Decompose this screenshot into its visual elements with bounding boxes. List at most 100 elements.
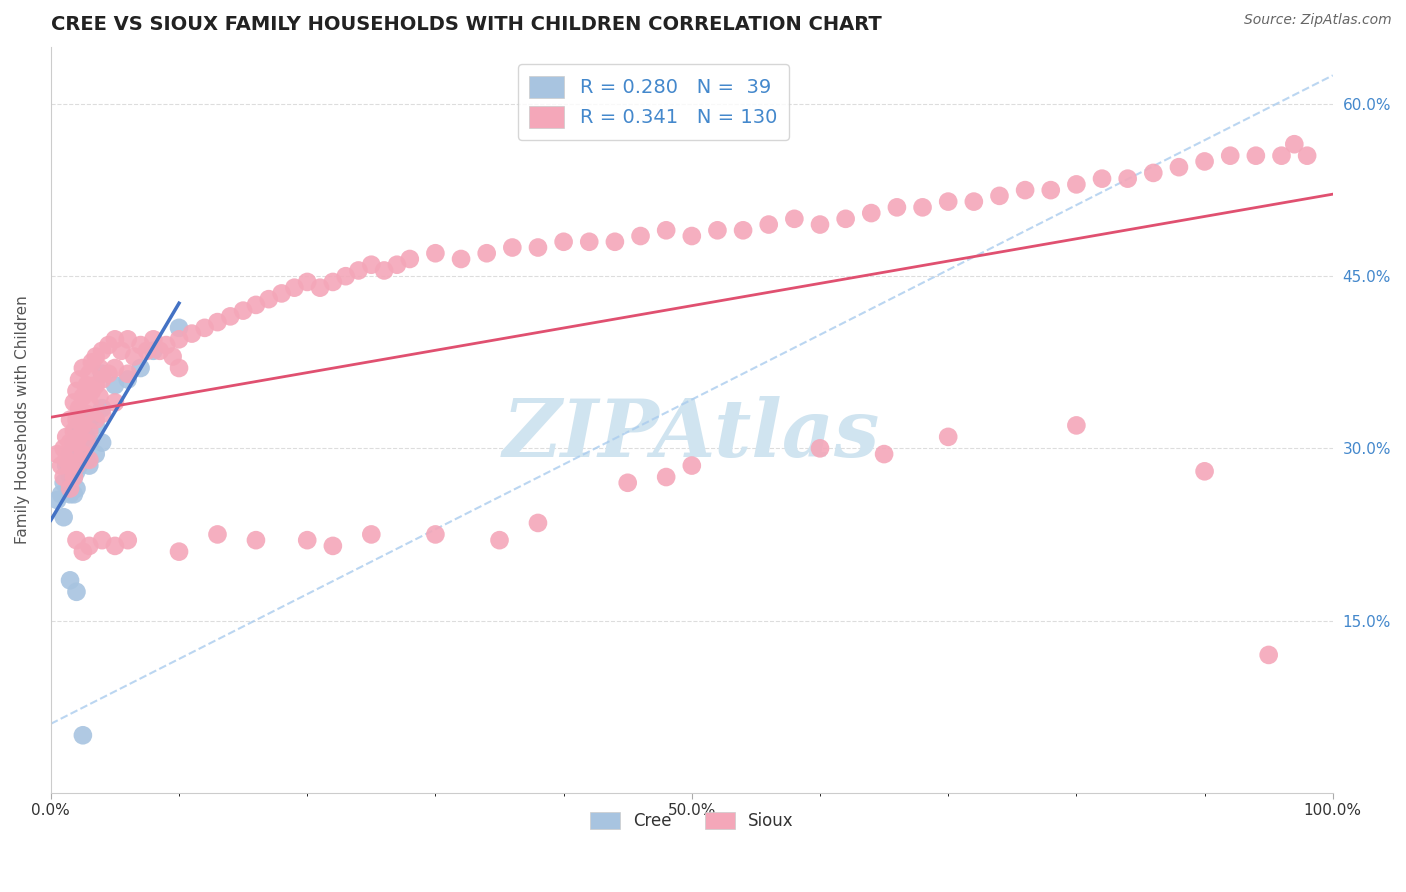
Point (1194, 154, 1216, 169)
Point (136, 343, 159, 358)
Point (65, 384, 87, 398)
Point (1168, 160, 1191, 174)
Point (309, 281, 332, 295)
Point (63, 470, 86, 484)
Point (91, 407, 114, 421)
Text: ZIPAtlas: ZIPAtlas (503, 396, 880, 474)
Point (63, 453, 86, 467)
Point (1194, 464, 1216, 478)
Point (79, 412, 101, 426)
Point (297, 533, 319, 548)
Point (360, 258, 382, 272)
Point (527, 516, 550, 530)
Point (59, 482, 82, 496)
Point (49, 458, 72, 473)
Point (46, 493, 69, 508)
Point (681, 458, 703, 473)
Point (104, 361, 127, 376)
Point (67, 430, 90, 444)
Point (475, 246, 498, 260)
Point (84, 447, 107, 461)
Point (1116, 171, 1139, 186)
Point (104, 539, 127, 553)
Point (1014, 183, 1036, 197)
Point (232, 303, 254, 318)
Point (630, 229, 652, 244)
Point (1219, 149, 1241, 163)
Point (149, 343, 172, 358)
Point (76, 435, 98, 450)
Point (347, 263, 370, 277)
Point (97, 367, 120, 381)
Legend: Cree, Sioux: Cree, Sioux (583, 805, 800, 837)
Point (373, 263, 395, 277)
Point (65, 424, 87, 438)
Text: Source: ZipAtlas.com: Source: ZipAtlas.com (1244, 13, 1392, 28)
Point (65, 458, 87, 473)
Point (59, 458, 82, 473)
Point (385, 258, 408, 272)
Point (84, 350, 107, 364)
Point (1091, 171, 1114, 186)
Point (425, 246, 447, 260)
Point (322, 275, 344, 289)
Point (76, 430, 98, 444)
Point (65, 584, 87, 599)
Point (63, 447, 86, 461)
Point (245, 298, 267, 312)
Point (104, 332, 127, 346)
Point (80, 384, 103, 398)
Point (207, 315, 229, 329)
Point (79, 395, 101, 409)
Point (84, 378, 107, 392)
Point (65, 482, 87, 496)
Point (936, 194, 959, 209)
Point (84, 418, 107, 433)
Point (167, 321, 190, 335)
Point (1244, 149, 1267, 163)
Point (488, 533, 510, 548)
Point (167, 544, 190, 558)
Y-axis label: Family Households with Children: Family Households with Children (15, 295, 30, 544)
Point (155, 338, 177, 352)
Point (91, 435, 114, 450)
Point (59, 574, 82, 588)
Point (76, 378, 98, 392)
Point (65, 533, 87, 548)
Point (59, 435, 82, 450)
Point (167, 361, 190, 376)
Point (72, 418, 94, 433)
Point (52, 470, 75, 484)
Point (91, 372, 114, 386)
Point (89, 390, 111, 404)
Point (79, 367, 101, 381)
Point (65, 412, 87, 426)
Point (142, 332, 165, 346)
Point (65, 447, 87, 461)
Point (1284, 137, 1306, 152)
Point (117, 367, 139, 381)
Point (72, 424, 94, 438)
Point (616, 475, 638, 490)
Point (911, 200, 934, 214)
Point (59, 412, 82, 426)
Point (55, 458, 77, 473)
Point (72, 728, 94, 742)
Point (733, 223, 755, 237)
Point (72, 361, 94, 376)
Point (76, 407, 98, 421)
Point (76, 453, 98, 467)
Point (245, 533, 267, 548)
Point (681, 229, 703, 244)
Point (79, 453, 101, 467)
Point (527, 240, 550, 254)
Point (655, 470, 678, 484)
Point (808, 442, 831, 456)
Text: CREE VS SIOUX FAMILY HOUSEHOLDS WITH CHILDREN CORRELATION CHART: CREE VS SIOUX FAMILY HOUSEHOLDS WITH CHI… (51, 15, 882, 34)
Point (52, 442, 75, 456)
Point (706, 223, 728, 237)
Point (117, 372, 139, 386)
Point (129, 338, 152, 352)
Point (194, 321, 217, 335)
Point (963, 194, 986, 209)
